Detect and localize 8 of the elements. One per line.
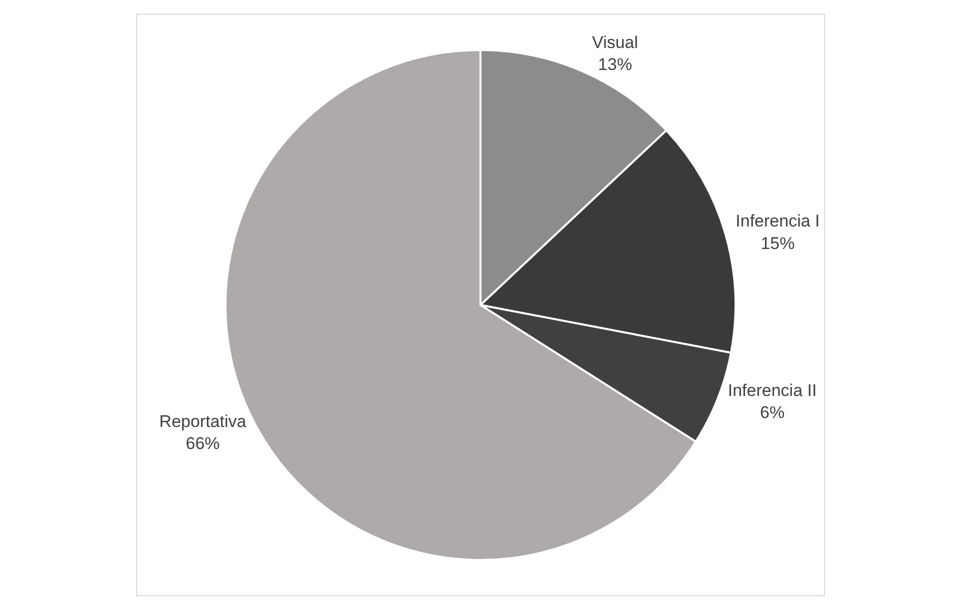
slice-label: Reportativa [159, 412, 247, 432]
slice-label: Inferencia II [728, 381, 817, 400]
slice-label: Visual [592, 33, 638, 52]
data-label: 6% [760, 403, 785, 422]
data-label: 66% [186, 434, 220, 454]
data-label: 15% [760, 234, 795, 253]
slice-label: Inferencia I [736, 212, 820, 231]
data-label: 13% [598, 55, 632, 74]
